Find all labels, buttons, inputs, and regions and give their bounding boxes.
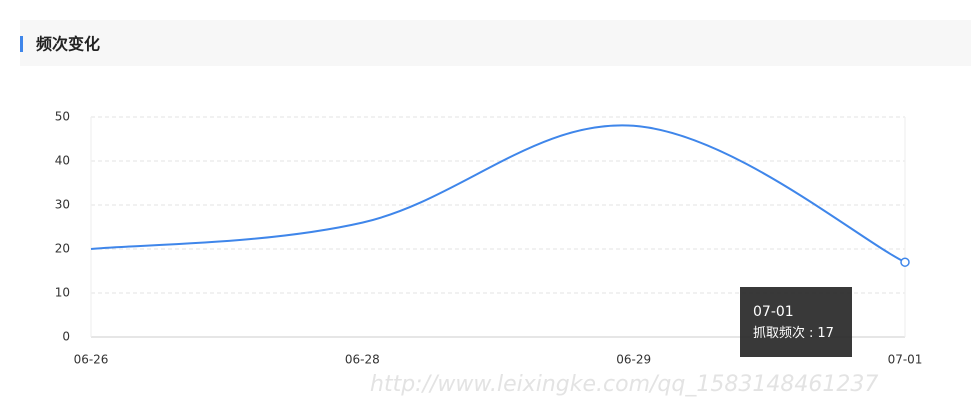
line xyxy=(90,124,906,264)
header-band xyxy=(20,20,971,66)
chart: 0 10 20 30 40 50 06-26 06-28 06-29 07-01 07-01 抓取频次… xyxy=(55,110,923,367)
header-title: 频次变化 xyxy=(36,35,100,54)
tooltip-part: 抓取频次 xyxy=(753,325,805,341)
x-tick-label: 06-26 xyxy=(74,353,109,367)
y-tick-label: 50 xyxy=(55,110,70,124)
tooltip-part: 17 xyxy=(817,326,834,341)
x-tick-label: 07-01 xyxy=(888,353,923,367)
y-tick-label: 10 xyxy=(55,286,70,300)
point-marker xyxy=(900,257,910,267)
y-tick-label: 40 xyxy=(55,154,70,168)
tooltip-box xyxy=(740,287,852,357)
tooltip-category: 07-01 xyxy=(753,304,794,320)
header-accent xyxy=(20,36,23,52)
y-tick-label: 30 xyxy=(55,198,70,212)
x-tick-label: 06-28 xyxy=(345,353,380,367)
watermark: http://www.leixingke.com/qq_158314846123… xyxy=(370,372,878,397)
y-tick-label: 0 xyxy=(62,330,70,344)
tooltip-value: 抓取频次:17 xyxy=(753,325,834,341)
tooltip: 07-01 抓取频次:17 xyxy=(740,287,852,357)
tooltip-part: : xyxy=(809,326,813,341)
y-tick-label: 20 xyxy=(55,242,70,256)
x-tick-label: 06-29 xyxy=(616,353,651,367)
